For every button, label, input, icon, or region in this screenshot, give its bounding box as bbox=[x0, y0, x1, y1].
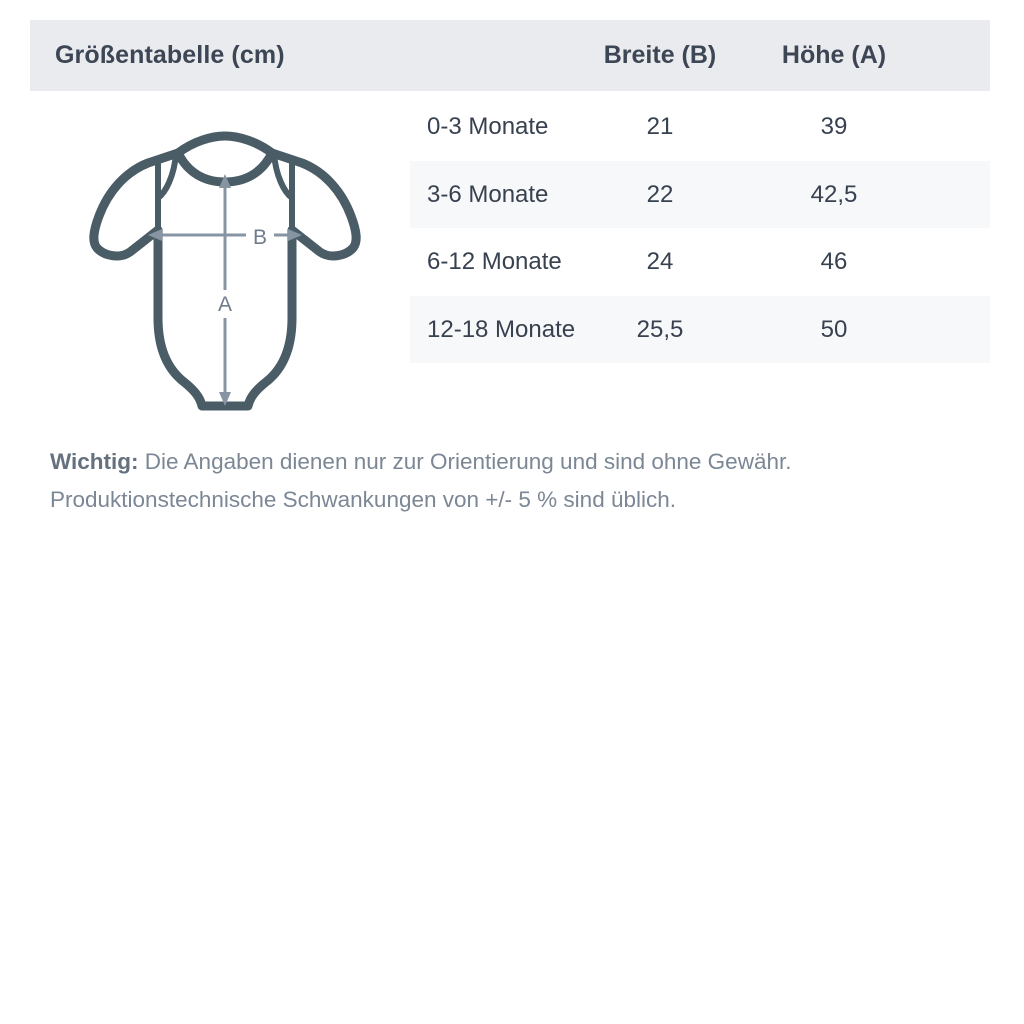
column-header-height: Höhe (A) bbox=[781, 41, 887, 69]
arrow-head-down bbox=[219, 392, 231, 406]
cell-size: 6-12 Monate bbox=[427, 248, 562, 275]
cell-height: 50 bbox=[820, 315, 848, 343]
footnote-text: Die Angaben dienen nur zur Orientierung … bbox=[50, 449, 792, 512]
cell-height: 42,5 bbox=[810, 180, 858, 208]
measurement-arrows bbox=[154, 180, 296, 400]
table-row: 0-3 Monate 21 39 bbox=[410, 93, 990, 161]
bodysuit-outline-icon bbox=[89, 131, 361, 411]
cell-width: 25,5 bbox=[636, 315, 684, 343]
cell-width: 21 bbox=[646, 113, 674, 140]
cell-size: 12-18 Monate bbox=[427, 315, 576, 343]
cell-width: 24 bbox=[646, 248, 674, 275]
column-header-width: Breite (B) bbox=[603, 41, 717, 69]
arrow-head-left bbox=[148, 229, 162, 241]
garment-illustration: B A bbox=[70, 118, 380, 418]
cell-size: 3-6 Monate bbox=[427, 180, 549, 208]
height-label: A bbox=[218, 293, 232, 316]
footnote: Wichtig: Die Angaben dienen nur zur Orie… bbox=[50, 443, 980, 519]
table-row: 6-12 Monate 24 46 bbox=[410, 228, 990, 296]
arrow-heads bbox=[148, 174, 302, 406]
size-table-body: 0-3 Monate 21 39 3-6 Monate 22 42,5 6-12… bbox=[410, 93, 990, 363]
arrow-head-right bbox=[288, 229, 302, 241]
cell-width: 22 bbox=[646, 180, 674, 208]
page-title: Größentabelle (cm) bbox=[55, 41, 285, 69]
width-label: B bbox=[253, 226, 267, 249]
table-header-band bbox=[30, 20, 990, 91]
footnote-label: Wichtig: bbox=[50, 449, 139, 474]
cell-size: 0-3 Monate bbox=[427, 113, 549, 140]
cell-height: 39 bbox=[820, 113, 848, 140]
cell-height: 46 bbox=[820, 248, 848, 275]
table-row: 12-18 Monate 25,5 50 bbox=[410, 295, 990, 363]
table-row: 3-6 Monate 22 42,5 bbox=[410, 160, 990, 228]
arrow-head-up bbox=[219, 174, 231, 188]
